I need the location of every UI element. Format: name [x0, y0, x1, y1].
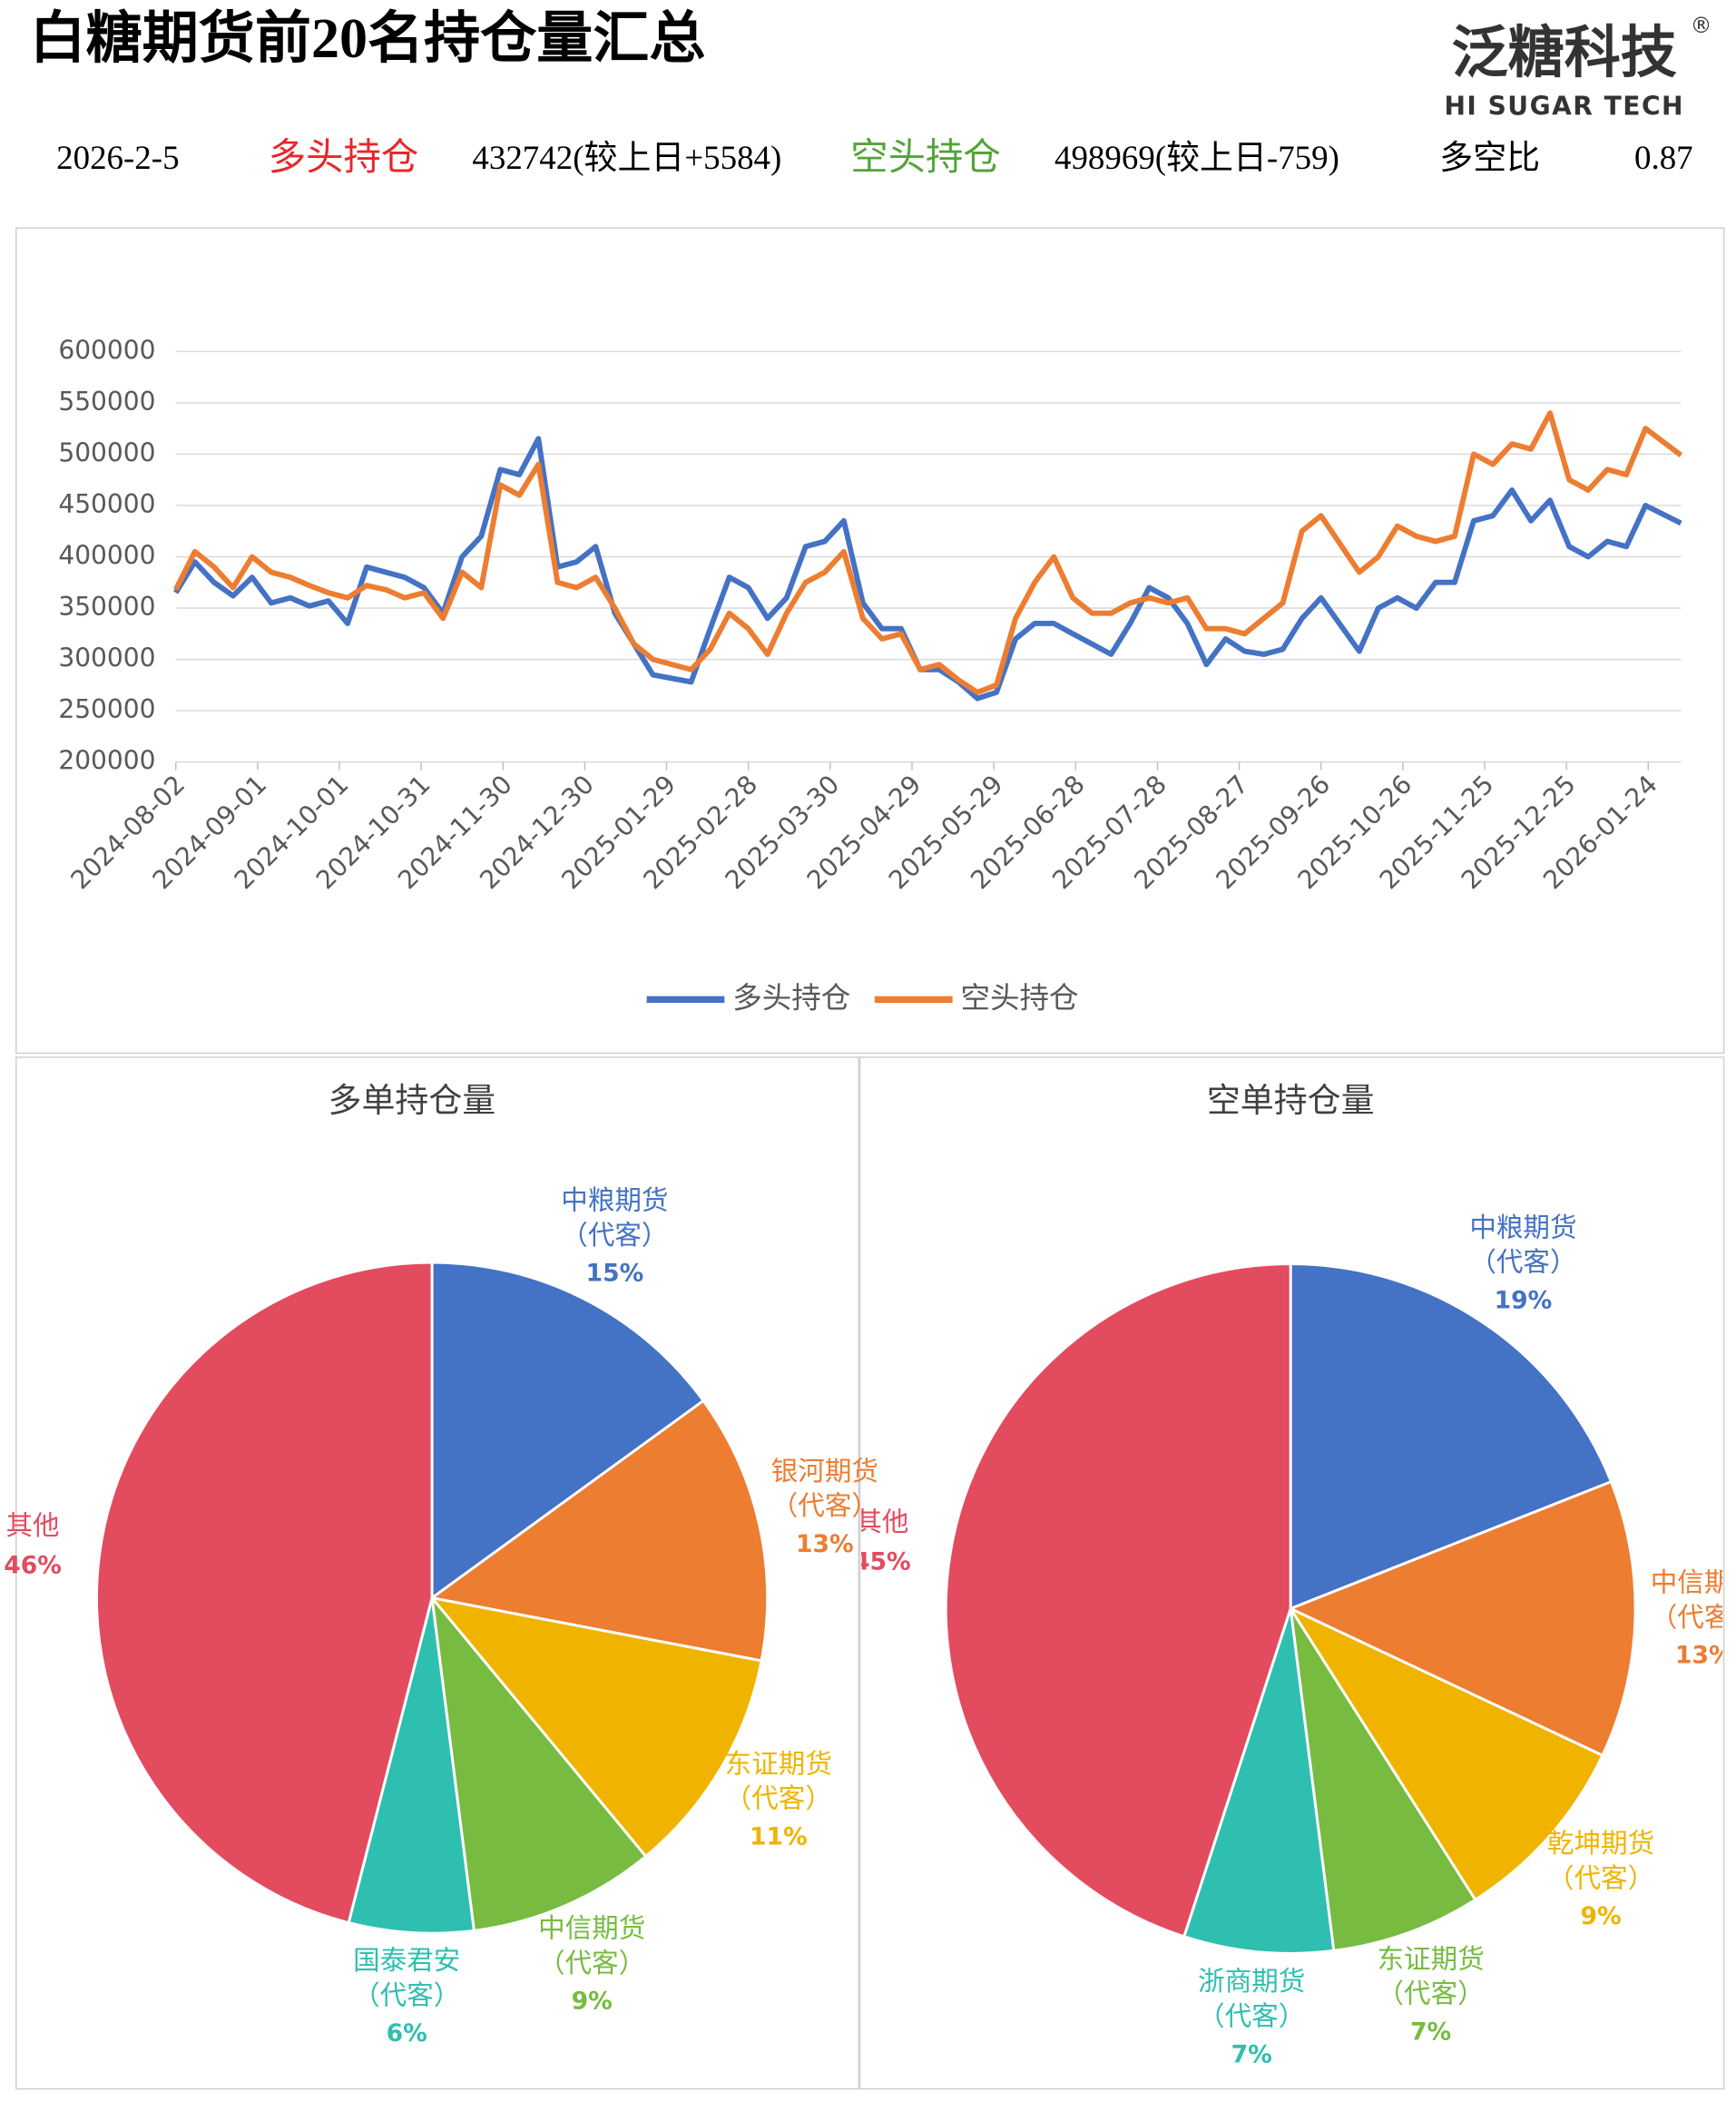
legend-label: 多头持仓: [732, 980, 850, 1015]
ratio-label: 多空比: [1439, 139, 1540, 176]
pie-title: 空单持仓量: [1207, 1082, 1375, 1119]
pie-slice: [95, 1261, 434, 1925]
long-value: 432742(较上日+5584): [472, 139, 781, 177]
slice-label: 国泰君安: [353, 1946, 460, 1976]
slice-label: 东证期货: [725, 1749, 832, 1779]
slice-note: （代客）: [1377, 1979, 1484, 2009]
slice-note: （代客）: [538, 1949, 645, 1978]
slice-note: （代客）: [561, 1221, 668, 1251]
legend-label: 空头持仓: [961, 980, 1079, 1015]
slice-note: （代客）: [353, 1981, 460, 2011]
series-line: [173, 410, 1683, 695]
logo-sub: HI SUGAR TECH: [1444, 91, 1684, 121]
y-tick-label: 350000: [58, 592, 155, 622]
slice-value-label: 9%: [1581, 1902, 1622, 1930]
slice-value-label: 13%: [1675, 1642, 1733, 1670]
slice-label: 银河期货: [771, 1457, 878, 1487]
pie-panel: [15, 1056, 859, 2090]
long-label: 多头持仓: [269, 136, 419, 178]
y-tick-label: 450000: [58, 489, 155, 519]
pie-slice: [1287, 1605, 1604, 1902]
slice-value-label: 7%: [1410, 2018, 1451, 2046]
logo: 泛糖科技: [1452, 19, 1677, 85]
y-tick-label: 250000: [58, 694, 155, 724]
pie-slice: [944, 1262, 1292, 1939]
slice-label: 浙商期货: [1198, 1967, 1305, 1997]
slice-value-label: 13%: [796, 1530, 854, 1558]
pie-panel: [858, 1056, 1725, 2090]
slice-note: （代客）: [1547, 1863, 1654, 1893]
pie-slice: [428, 1595, 763, 1859]
slice-value-label: 6%: [387, 2019, 427, 2047]
pie-slice: [1289, 1607, 1477, 1953]
y-tick-label: 600000: [58, 335, 155, 365]
y-tick-label: 550000: [58, 387, 155, 417]
slice-note: （代客）: [725, 1784, 832, 1814]
slice-label: 中粮期货: [561, 1185, 668, 1215]
slice-label: 乾坤期货: [1547, 1829, 1654, 1859]
slice-value-label: 7%: [1231, 2040, 1272, 2068]
pie-slice: [1287, 1479, 1637, 1758]
pie-slice: [347, 1597, 476, 1935]
y-tick-label: 500000: [58, 437, 155, 467]
slice-value-label: 9%: [572, 1988, 613, 2016]
slice-value-label: 46%: [4, 1551, 62, 1579]
slice-value-label: 45%: [853, 1547, 911, 1576]
pie-slice: [1289, 1262, 1613, 1611]
pie-slice: [430, 1261, 706, 1601]
pie-title: 多单持仓量: [329, 1082, 496, 1119]
slice-label: 其他: [6, 1511, 60, 1541]
slice-value-label: 19%: [1495, 1286, 1553, 1314]
slice-label: 东证期货: [1377, 1944, 1484, 1974]
short-value: 498969(较上日-759): [1054, 139, 1339, 177]
pie-slice: [429, 1593, 648, 1932]
y-tick-label: 400000: [58, 540, 155, 570]
y-tick-label: 200000: [58, 746, 155, 776]
slice-note: （代客）: [1198, 2002, 1305, 2032]
slice-note: （代客）: [771, 1491, 878, 1521]
slice-value-label: 15%: [586, 1259, 644, 1287]
ratio: 0.87: [1634, 139, 1693, 176]
slice-value-label: 11%: [750, 1822, 808, 1851]
slice-note: （代客）: [1651, 1603, 1736, 1633]
y-tick-label: 300000: [58, 643, 155, 673]
line-panel: [15, 227, 1725, 1055]
slice-note: （代客）: [1469, 1248, 1576, 1278]
slice-label: 中信期货: [1651, 1568, 1736, 1598]
pie-slice: [1182, 1608, 1336, 1955]
slice-label: 中信期货: [538, 1914, 645, 1944]
page-title: 白糖期货前20名持仓量汇总: [30, 7, 706, 70]
slice-label: 其他: [855, 1507, 908, 1537]
date: 2026-2-5: [56, 139, 179, 176]
slice-label: 中粮期货: [1469, 1212, 1576, 1242]
short-label: 空头持仓: [850, 136, 1001, 178]
pie-slice: [428, 1399, 770, 1663]
logo-mark: ®: [1691, 13, 1712, 38]
